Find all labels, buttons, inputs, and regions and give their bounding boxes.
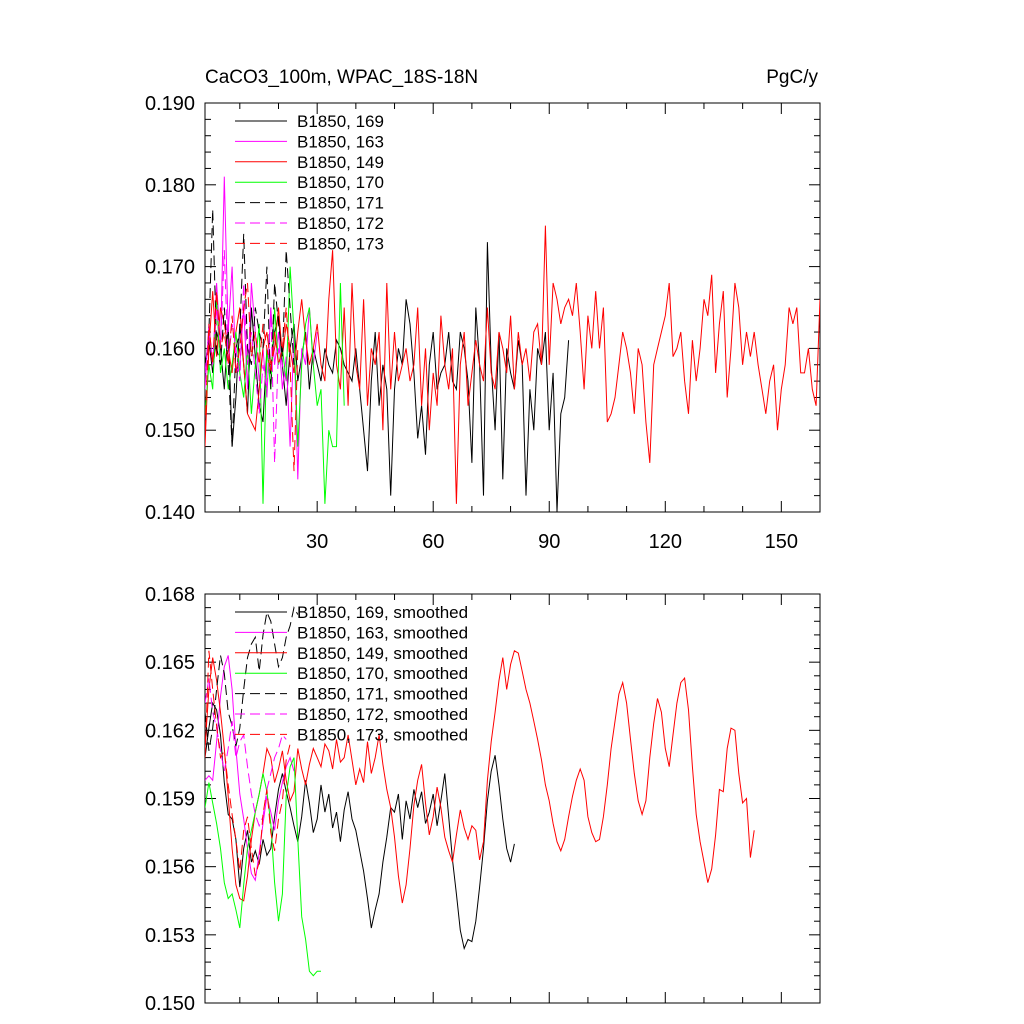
top-panel: 0.140 0.150 0.160 0.170 0.180 0.190 30 60 90 120 1… (145, 93, 821, 553)
y-tick-label: 0.170 (145, 257, 195, 279)
bottom-panel: 0.150 0.153 0.156 0.159 0.162 0.165 0.168 B1850… (145, 584, 821, 1015)
x-tick-label: 150 (765, 531, 798, 553)
legend-label: B1850, 172, smoothed (297, 705, 468, 724)
legend-label: B1850, 163, smoothed (297, 623, 468, 642)
y-tick-label: 0.140 (145, 502, 195, 524)
y-tick-label: 0.150 (145, 993, 195, 1015)
legend-label: B1850, 171 (297, 194, 384, 213)
series-lines (205, 176, 820, 512)
legend-label: B1850, 173, smoothed (297, 725, 468, 744)
series-line-2 (205, 225, 820, 504)
x-tick-label: 60 (422, 531, 444, 553)
series-line-3 (205, 757, 321, 977)
legend-label: B1850, 149, smoothed (297, 644, 468, 663)
legend-label: B1850, 170 (297, 173, 384, 192)
legend-label: B1850, 172 (297, 214, 384, 233)
y-tick-label: 0.150 (145, 420, 195, 442)
x-tick-label: 90 (538, 531, 560, 553)
legend-label: B1850, 171, smoothed (297, 685, 468, 704)
y-tick-label: 0.160 (145, 338, 195, 360)
legend-label: B1850, 149 (297, 153, 384, 172)
y-tick-label: 0.190 (145, 93, 195, 115)
x-tick-label: 30 (306, 531, 328, 553)
legend-label: B1850, 169 (297, 112, 384, 131)
y-tick-label: 0.159 (145, 789, 195, 811)
series-line-5 (205, 678, 287, 828)
series-line-2 (205, 650, 755, 904)
series-line-4 (205, 606, 299, 751)
x-tick-label: 120 (649, 531, 682, 553)
series-lines (205, 606, 755, 977)
series-line-6 (205, 650, 291, 876)
y-tick-label: 0.156 (145, 857, 195, 879)
series-line-5 (205, 250, 287, 463)
legend-label: B1850, 173 (297, 234, 384, 253)
y-tick-label: 0.153 (145, 925, 195, 947)
series-line-6 (205, 282, 299, 472)
y-tick-label: 0.168 (145, 584, 195, 606)
legend-label: B1850, 163 (297, 132, 384, 151)
series-line-0 (205, 701, 515, 951)
series-line-3 (205, 266, 345, 504)
series-line-4 (205, 209, 295, 447)
y-tick-label: 0.162 (145, 720, 195, 742)
legend-label: B1850, 170, smoothed (297, 664, 468, 683)
chart-title: CaCO3_100m, WPAC_18S-18N (205, 67, 478, 88)
y-tick-label: 0.180 (145, 175, 195, 197)
units-label: PgC/y (766, 67, 818, 88)
legend-label: B1850, 169, smoothed (297, 603, 468, 622)
y-tick-label: 0.165 (145, 652, 195, 674)
